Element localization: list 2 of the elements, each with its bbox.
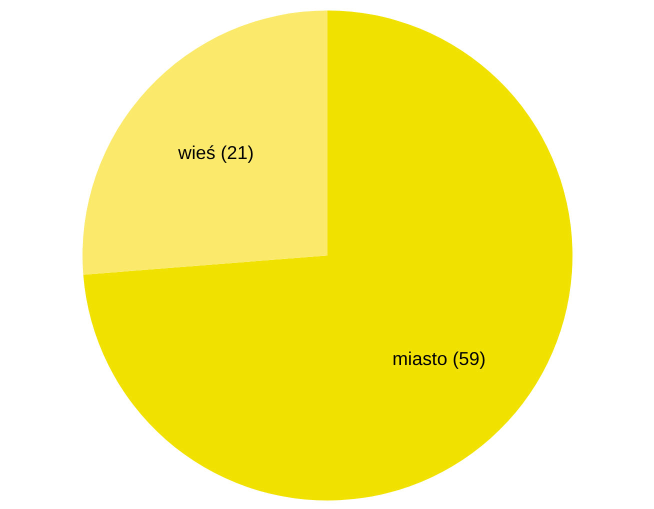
slice-label: wieś (21) — [177, 142, 254, 163]
slice-label: miasto (59) — [392, 348, 486, 370]
